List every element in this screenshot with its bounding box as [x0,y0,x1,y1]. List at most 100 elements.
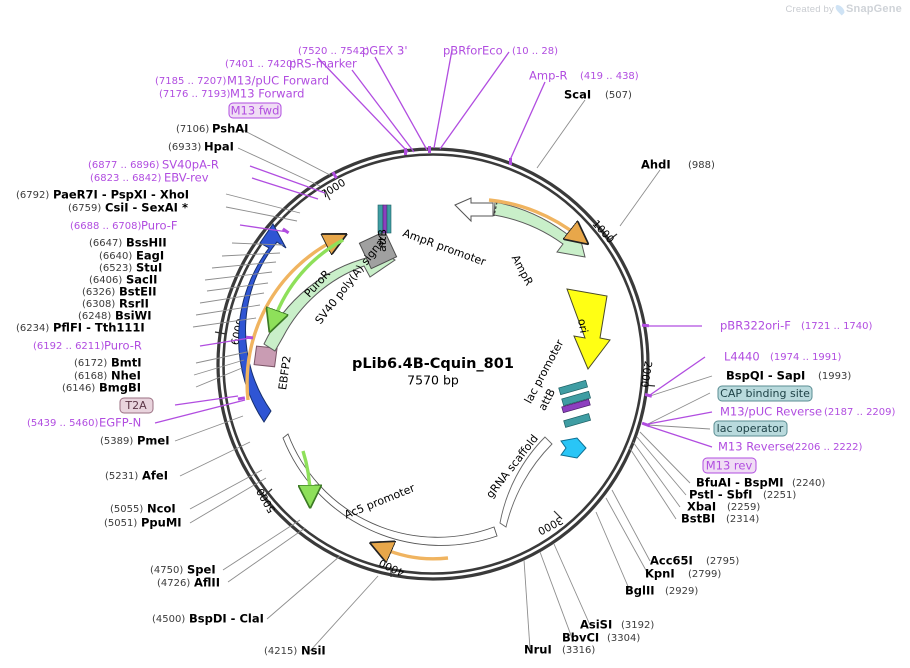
primer-name[interactable]: pRS-marker [289,57,357,71]
enzyme-name[interactable]: EagI [136,249,164,263]
label-box-CAP-binding-site[interactable]: CAP binding site [717,385,813,402]
primer-name[interactable]: M13/pUC Reverse [720,405,822,419]
enzyme-label-RsrII: (6308) RsrII [82,297,149,311]
enzyme-name[interactable]: NcoI [147,502,176,516]
enzyme-label-NruI: NruI (3316) [524,643,595,657]
enzyme-name[interactable]: NruI [524,643,552,657]
enzyme-name[interactable]: ScaI [564,88,591,102]
enzyme-name[interactable]: AflII [194,576,220,590]
snapgene-watermark: Created by SnapGene [786,2,903,16]
plasmid-size: 7570 bp [407,373,459,388]
label-box-M13-fwd[interactable]: M13 fwd [228,102,282,119]
enzyme-name[interactable]: AhdI [641,158,671,172]
enzyme-name[interactable]: SpeI [187,563,216,577]
primer-name[interactable]: Puro-R [104,339,142,353]
annotation-arcs [245,198,578,559]
enzyme-name[interactable]: BfuAI - BspMI [696,476,783,490]
enzyme-label-Acc65I: Acc65I (2795) [650,554,739,568]
enzyme-pos: (5055) [110,504,143,515]
enzyme-name[interactable]: KpnI [645,567,675,581]
enzyme-name[interactable]: PflFI - Tth111I [53,321,145,335]
label-box-text: M13 fwd [231,104,280,118]
enzyme-pos: (2795) [706,556,739,567]
enzyme-name[interactable]: PpuMI [141,516,182,530]
label-box-lac-operator[interactable]: lac operator [713,420,788,437]
primer-name[interactable]: EGFP-N [99,416,141,430]
enzyme-name[interactable]: RsrII [119,297,149,311]
enzyme-pos: (6406) [89,275,122,286]
primer-name[interactable]: M13 Reverse [718,440,792,454]
enzyme-pos: (1993) [818,371,851,382]
enzyme-name[interactable]: BmgBI [99,381,141,395]
primer-label-AmpR: Amp-R (419 .. 438) [529,69,639,83]
enzyme-pos: (6326) [82,287,115,298]
tick-label: 2000 [637,360,653,388]
primer-range: (6823 .. 6842) [90,173,162,184]
primer-range: (1721 .. 1740) [801,321,873,332]
enzyme-pos: (2799) [688,569,721,580]
primer-name[interactable]: EBV-rev [164,171,209,185]
feature-gRNA-scaffold[interactable]: gRNA scaffold [483,432,587,528]
enzyme-label-AfeI: (5231) AfeI [105,469,168,483]
enzyme-name[interactable]: XbaI [687,500,716,514]
enzyme-name[interactable]: BspDI - ClaI [189,612,264,626]
primer-label-pGEX3: (7520 .. 7542) pGEX 3' [298,44,408,58]
enzyme-name[interactable]: PmeI [137,434,170,448]
enzyme-name[interactable]: NsiI [301,644,326,658]
enzyme-name[interactable]: PstI - SbfI [689,488,752,502]
enzyme-name[interactable]: BstBI [681,512,715,526]
primer-label-pBRforEco: pBRforEco (10 .. 28) [443,44,558,58]
primer-name[interactable]: Puro-F [141,219,178,233]
primer-name[interactable]: pBR322ori-F [720,319,791,333]
enzyme-name[interactable]: CsiI - SexAI * [105,201,188,215]
enzyme-name[interactable]: BbvCI [562,631,599,645]
primer-label-L4440: L4440 (1974 .. 1991) [724,350,842,364]
enzyme-pos: (6523) [99,263,132,274]
enzyme-name[interactable]: SacII [126,273,157,287]
enzyme-name[interactable]: BmtI [111,356,142,370]
primer-name[interactable]: M13 Forward [230,87,304,101]
label-box-T2A[interactable]: T2A [119,397,154,414]
enzyme-name[interactable]: AfeI [142,469,168,483]
enzyme-label-ScaI: ScaI (507) [564,88,632,102]
feature-ac5-promoter[interactable]: Ac5 promoter [282,433,498,546]
primer-name[interactable]: Amp-R [529,69,568,83]
primer-name[interactable]: L4440 [724,350,760,364]
enzyme-pos: (5389) [100,436,133,447]
feature-attB-upper[interactable]: lac promoter attB [376,183,392,254]
primer-range: (10 .. 28) [512,46,558,57]
feature-ori[interactable]: ori [566,288,611,370]
leader-lines [154,49,713,652]
enzyme-name[interactable]: NheI [111,369,141,383]
enzyme-name[interactable]: PaeR7I - PspXI - XhoI [53,188,189,202]
primer-label-Puro-F: (6688 .. 6708) Puro-F [70,219,178,233]
plasmid-backbone [216,147,650,581]
primer-label-M13-forward: (7176 .. 7193) M13 Forward [159,87,304,101]
enzyme-name[interactable]: BspQI - SapI [726,369,805,383]
enzyme-name[interactable]: PshAI [212,122,248,136]
enzyme-pos: (2314) [726,514,759,525]
enzyme-label-KpnI: KpnI (2799) [645,567,721,581]
primer-range: (7520 .. 7542) [298,46,370,57]
enzyme-name[interactable]: BstEII [119,285,157,299]
enzyme-name[interactable]: BglII [625,584,655,598]
label-box-M13-rev[interactable]: M13 rev [702,457,757,474]
primer-name[interactable]: M13/pUC Forward [227,74,329,88]
primer-name[interactable]: pBRforEco [443,44,503,58]
enzyme-name[interactable]: BssHII [126,236,167,250]
primer-range: (2187 .. 2209) [824,407,896,418]
primer-name[interactable]: pGEX 3' [362,44,408,58]
enzyme-name[interactable]: Acc65I [650,554,693,568]
enzyme-name[interactable]: StuI [136,261,162,275]
enzyme-name[interactable]: HpaI [204,140,234,154]
enzyme-name[interactable]: AsiSI [580,618,612,632]
enzyme-label-PaeR7I: (6792) PaeR7I - PspXI - XhoI [16,188,189,202]
enzyme-pos: (4215) [264,646,297,657]
enzyme-name[interactable]: BsiWI [115,309,152,323]
feature-ampR[interactable]: AmpR promoter AmpR [401,197,586,288]
primer-name[interactable]: SV40pA-R [162,158,219,172]
enzyme-label-PpuMI: (5051) PpuMI [104,516,182,530]
primer-label-M13pUC-reverse: M13/pUC Reverse (2187 .. 2209) [720,405,896,419]
primer-label-EBV-rev: (6823 .. 6842) EBV-rev [90,171,209,185]
enzyme-pos: (6759) [68,203,101,214]
